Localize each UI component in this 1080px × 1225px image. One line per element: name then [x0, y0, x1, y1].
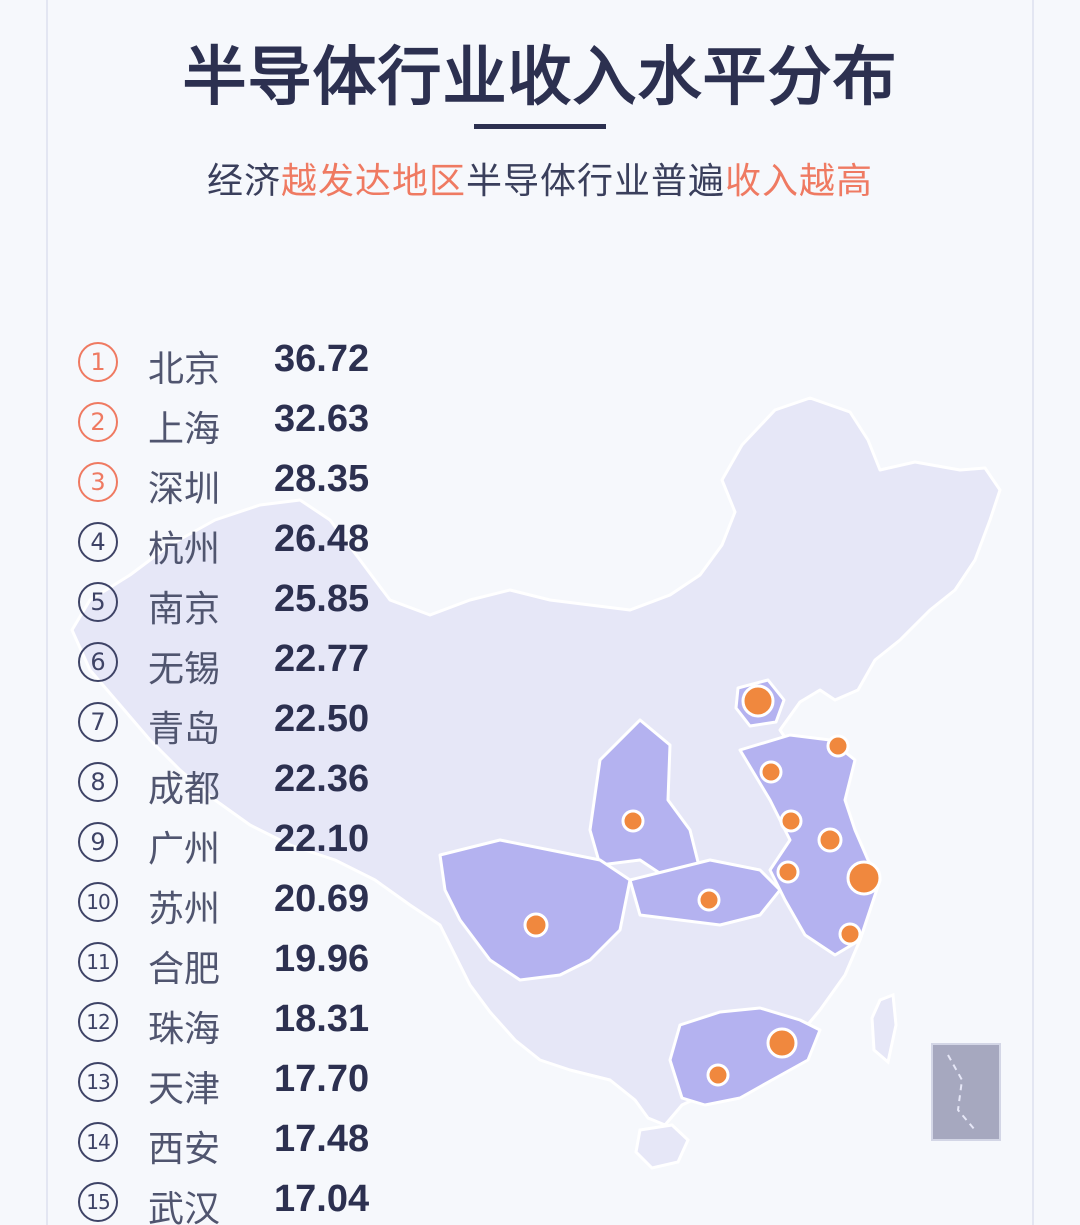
table-row: 7 青岛 22.50 [78, 694, 398, 754]
income-value: 25.85 [274, 578, 370, 620]
table-row: 2 上海 32.63 [78, 394, 398, 454]
rank-number-badge: 5 [78, 582, 118, 622]
highlight-sichuan-region [438, 838, 632, 982]
table-row: 14 西安 17.48 [78, 1114, 398, 1174]
highlight-guangdong-region [668, 1006, 822, 1107]
city-name: 武汉 [148, 1189, 221, 1225]
table-row: 8 成都 22.36 [78, 754, 398, 814]
inset-dashed-line [947, 1054, 976, 1131]
rank-number-badge: 9 [78, 822, 118, 862]
table-row: 1 北京 36.72 [78, 334, 398, 394]
table-row: 6 无锡 22.77 [78, 634, 398, 694]
rank-number-badge: 14 [78, 1122, 118, 1162]
city-marker-hangzhou [838, 922, 862, 946]
taiwan-island [870, 992, 898, 1065]
income-value: 22.10 [274, 818, 370, 860]
rank-number-badge: 6 [78, 642, 118, 682]
city-name: 深圳 [148, 469, 221, 510]
city-name: 广州 [148, 829, 221, 870]
city-marker-wuhan [697, 888, 721, 912]
income-value: 22.36 [274, 758, 370, 800]
city-name: 南京 [148, 589, 221, 630]
hainan-island [634, 1123, 690, 1170]
frame-left-line [46, 0, 48, 1225]
rank-number-badge: 11 [78, 942, 118, 982]
city-name: 青岛 [148, 709, 221, 750]
ranking-table: 1 北京 36.72 2 上海 32.63 3 深圳 28.35 4 杭州 26.48 5 南京 25.85… [78, 334, 398, 1225]
city-marker-jinan [759, 760, 783, 784]
city-name: 西安 [148, 1129, 221, 1170]
city-name: 北京 [148, 349, 221, 390]
title-underline [474, 124, 606, 129]
rank-number-badge: 1 [78, 342, 118, 382]
income-value: 32.63 [274, 398, 370, 440]
income-value: 19.96 [274, 938, 370, 980]
city-marker-shanghai [846, 860, 882, 896]
city-name: 合肥 [148, 949, 221, 990]
frame-right-line [1032, 0, 1034, 1225]
income-value: 22.77 [274, 638, 370, 680]
city-marker-xian [621, 809, 645, 833]
city-marker-shenzhen [766, 1027, 798, 1059]
city-marker-nanjing [817, 827, 843, 853]
city-name: 杭州 [148, 529, 221, 570]
subtitle-highlight-2: 收入越高 [725, 161, 874, 202]
city-name: 苏州 [148, 889, 221, 930]
income-value: 36.72 [274, 338, 370, 380]
income-value: 26.48 [274, 518, 370, 560]
city-name: 无锡 [148, 649, 221, 690]
subtitle-part-1: 经济 [206, 161, 281, 202]
table-row: 5 南京 25.85 [78, 574, 398, 634]
china-outline [70, 396, 1002, 1127]
income-value: 17.70 [274, 1058, 370, 1100]
subtitle-part-3: 半导体行业普遍 [466, 161, 726, 202]
table-row: 11 合肥 19.96 [78, 934, 398, 994]
city-marker-chengdu [523, 912, 549, 938]
income-value: 28.35 [274, 458, 370, 500]
city-marker-beijing [741, 684, 775, 718]
income-value: 17.04 [274, 1178, 370, 1220]
city-name: 天津 [148, 1069, 221, 1110]
city-marker-hefei [776, 860, 800, 884]
table-row: 3 深圳 28.35 [78, 454, 398, 514]
rank-number-badge: 10 [78, 882, 118, 922]
south-china-sea-inset [931, 1043, 1001, 1141]
city-name: 成都 [148, 769, 221, 810]
rank-number-badge: 7 [78, 702, 118, 742]
income-value: 22.50 [274, 698, 370, 740]
city-marker-guangzhou [706, 1063, 730, 1087]
table-row: 10 苏州 20.69 [78, 874, 398, 934]
table-row: 9 广州 22.10 [78, 814, 398, 874]
table-row: 15 武汉 17.04 [78, 1174, 398, 1225]
city-marker-xuzhou [779, 809, 803, 833]
rank-number-badge: 13 [78, 1062, 118, 1102]
income-value: 20.69 [274, 878, 370, 920]
city-markers [523, 684, 882, 1087]
rank-number-badge: 3 [78, 462, 118, 502]
subtitle-highlight-1: 越发达地区 [280, 161, 466, 202]
city-name: 上海 [148, 409, 221, 450]
page-title: 半导体行业收入水平分布 [182, 41, 898, 115]
rank-number-badge: 8 [78, 762, 118, 802]
city-name: 珠海 [148, 1009, 221, 1050]
income-value: 17.48 [274, 1118, 370, 1160]
page-subtitle: 经济越发达地区半导体行业普遍收入越高 [0, 152, 1080, 204]
rank-number-badge: 12 [78, 1002, 118, 1042]
table-row: 4 杭州 26.48 [78, 514, 398, 574]
rank-number-badge: 15 [78, 1182, 118, 1222]
table-row: 13 天津 17.70 [78, 1054, 398, 1114]
income-value: 18.31 [274, 998, 370, 1040]
table-row: 12 珠海 18.31 [78, 994, 398, 1054]
rank-number-badge: 2 [78, 402, 118, 442]
rank-number-badge: 4 [78, 522, 118, 562]
city-marker-qingdao [826, 734, 850, 758]
